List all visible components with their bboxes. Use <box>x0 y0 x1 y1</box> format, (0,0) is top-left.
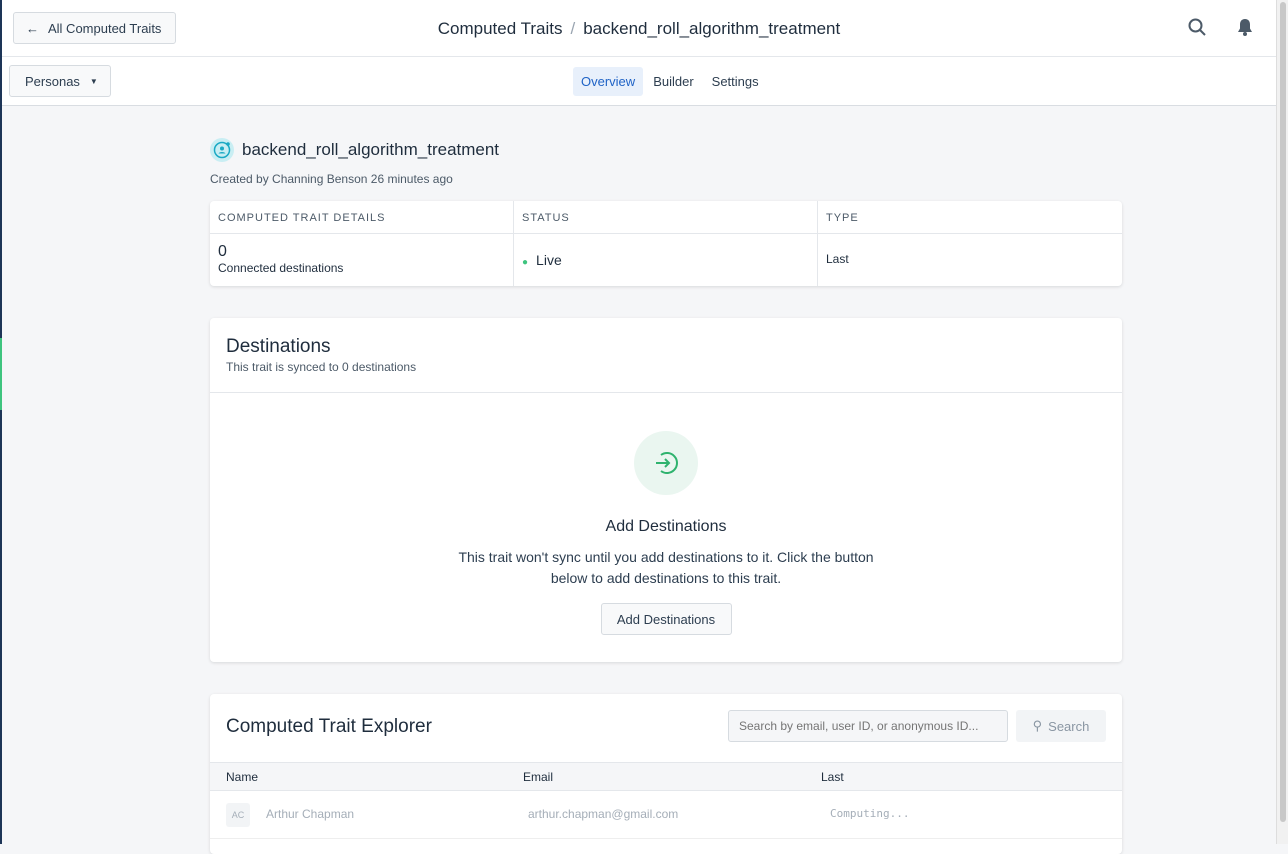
back-label: All Computed Traits <box>48 20 162 36</box>
row-email: arthur.chapman@gmail.com <box>528 807 679 821</box>
tab-settings[interactable]: Settings <box>711 74 759 89</box>
empty-text: This trait won't sync until you add dest… <box>458 549 874 586</box>
breadcrumb-root[interactable]: Computed Traits <box>437 19 563 38</box>
avatar: AC <box>226 803 250 827</box>
bell-icon[interactable] <box>1235 17 1255 37</box>
arrow-left-icon: ← <box>26 20 39 36</box>
destinations-subtitle: This trait is synced to 0 destinations <box>226 360 417 374</box>
destination-count: 0 <box>218 243 227 260</box>
destinations-title: Destinations <box>226 336 331 357</box>
status-value: Live <box>536 252 562 268</box>
search-button-label: Search <box>1048 718 1090 734</box>
breadcrumb: Computed Traits / backend_roll_algorithm_t… <box>2 19 1276 39</box>
caret-down-icon: ▼ <box>89 76 98 86</box>
add-destinations-button[interactable]: Add Destinations <box>600 603 732 635</box>
workspace-label: Personas <box>25 73 80 89</box>
destinations-card: Destinations This trait is synced to 0 de… <box>210 318 1122 662</box>
trait-header: backend_roll_algorithm_treatment Created… <box>210 138 499 186</box>
left-edge-indicator <box>0 338 2 410</box>
tab-builder[interactable]: Builder <box>653 74 694 89</box>
search-input[interactable] <box>728 710 1008 742</box>
row-last: Computing... <box>830 807 910 820</box>
column-email: Email <box>523 770 554 784</box>
table-header: Name Email Last <box>210 762 1122 791</box>
back-button[interactable]: ← All Computed Traits <box>13 12 176 44</box>
computed-trait-icon <box>210 138 234 162</box>
trait-meta: Created by Channing Benson 26 minutes ag… <box>210 172 453 186</box>
add-destination-icon <box>634 431 698 495</box>
column-last: Last <box>821 770 844 784</box>
search-icon[interactable] <box>1187 17 1207 37</box>
details-header: COMPUTED TRAIT DETAILS <box>210 201 513 234</box>
scrollbar[interactable] <box>1276 0 1288 844</box>
top-bar: ← All Computed Traits Computed Traits / ba… <box>2 0 1276 57</box>
scrollbar-thumb[interactable] <box>1280 2 1286 822</box>
details-card: COMPUTED TRAIT DETAILS 0 Connected destin… <box>210 201 1122 286</box>
breadcrumb-current: backend_roll_algorithm_treatment <box>583 19 841 38</box>
status-dot-icon: ● <box>522 257 529 268</box>
tab-overview[interactable]: Overview <box>573 67 644 96</box>
search-button[interactable]: ⚲ Search <box>1016 710 1106 742</box>
column-name: Name <box>226 770 259 784</box>
explorer-card: Computed Trait Explorer ⚲ Search Name Ema… <box>210 694 1122 854</box>
left-edge <box>0 0 2 844</box>
breadcrumb-separator: / <box>570 19 576 38</box>
type-value: Last <box>826 252 849 266</box>
type-header: TYPE <box>818 201 1122 234</box>
empty-title: Add Destinations <box>605 518 727 535</box>
table-row[interactable]: AC Arthur Chapman arthur.chapman@gmail.c… <box>210 791 1122 839</box>
row-name: Arthur Chapman <box>266 807 355 821</box>
explorer-title: Computed Trait Explorer <box>226 716 432 737</box>
status-header: STATUS <box>514 201 817 234</box>
workspace-dropdown[interactable]: Personas ▼ <box>9 65 111 97</box>
search-icon: ⚲ <box>1032 718 1043 733</box>
destinations-empty-state: Add Destinations This trait won't sync u… <box>210 431 1122 635</box>
trait-name: backend_roll_algorithm_treatment <box>242 140 500 159</box>
destination-count-label: Connected destinations <box>218 261 344 275</box>
sub-nav: Personas ▼ Overview Builder Settings <box>2 57 1276 106</box>
